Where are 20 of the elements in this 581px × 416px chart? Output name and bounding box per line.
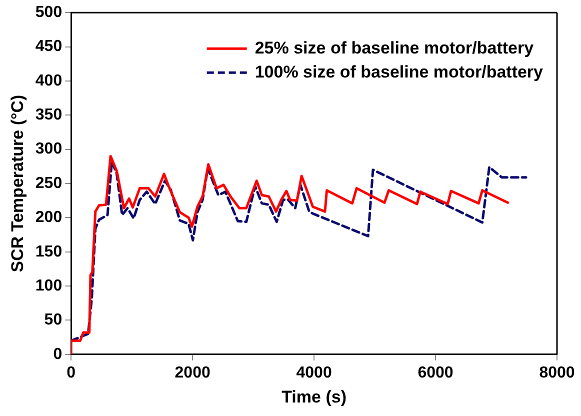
x-tick-label: 0	[66, 364, 76, 382]
y-tick-label: 250	[35, 174, 62, 192]
x-tick-label: 8000	[539, 364, 575, 382]
y-tick-label: 350	[35, 106, 62, 124]
y-tick-label: 0	[53, 346, 62, 363]
y-tick-label: 400	[35, 72, 62, 90]
y-tick-label: 50	[44, 312, 62, 329]
y-tick-label: 500	[35, 4, 62, 22]
legend-label: 100% size of baseline motor/battery	[254, 62, 544, 82]
y-tick-label: 150	[35, 243, 62, 260]
y-tick-label: 200	[35, 209, 62, 226]
y-tick-label: 450	[35, 38, 62, 56]
x-tick-label: 6000	[418, 364, 454, 382]
x-axis-title: Time (s)	[282, 387, 346, 406]
x-tick-label: 2000	[174, 364, 210, 382]
x-tick-label: 4000	[296, 364, 332, 382]
y-tick-label: 300	[35, 140, 62, 158]
y-axis-title: SCR Temperature (°C)	[8, 94, 27, 272]
y-tick-label: 100	[35, 277, 62, 294]
legend-label: 25% size of baseline motor/battery	[254, 38, 534, 58]
